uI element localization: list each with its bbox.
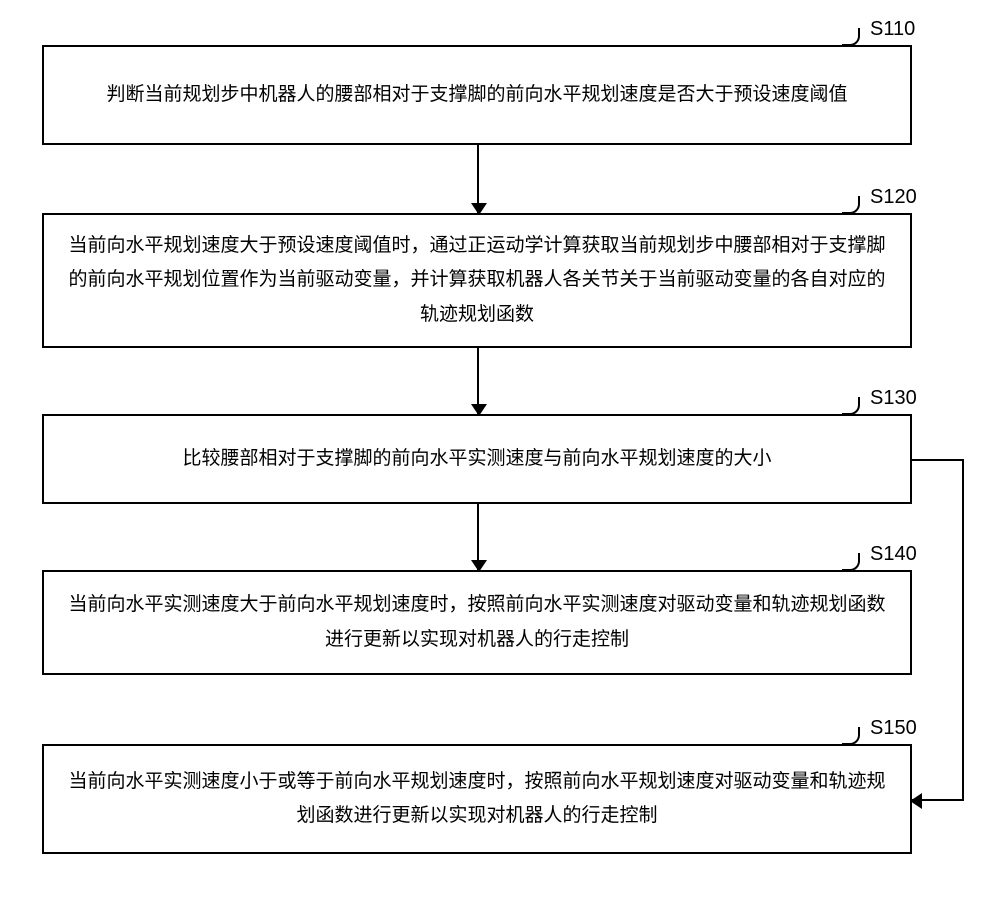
label-connector	[842, 727, 860, 745]
label-connector	[842, 397, 860, 415]
step-box-s110: 判断当前规划步中机器人的腰部相对于支撑脚的前向水平规划速度是否大于预设速度阈值	[42, 45, 912, 145]
step-label-s130: S130	[870, 387, 917, 410]
step-label-s120: S120	[870, 186, 917, 209]
label-connector	[842, 196, 860, 214]
arrow-s110-s120	[477, 145, 479, 213]
step-label-s110: S110	[870, 18, 915, 41]
step-text-s130: 比较腰部相对于支撑脚的前向水平实测速度与前向水平规划速度的大小	[182, 442, 771, 476]
flowchart-container: S110 判断当前规划步中机器人的腰部相对于支撑脚的前向水平规划速度是否大于预设…	[0, 0, 1000, 900]
step-label-s150: S150	[870, 717, 917, 740]
step-text-s140: 当前向水平实测速度大于前向水平规划速度时，按照前向水平实测速度对驱动变量和轨迹规…	[64, 588, 890, 656]
side-path-v	[962, 459, 964, 799]
label-connector	[842, 28, 860, 46]
arrow-s130-s140	[477, 504, 479, 570]
side-path-h1	[912, 459, 962, 461]
step-box-s120: 当前向水平规划速度大于预设速度阈值时，通过正运动学计算获取当前规划步中腰部相对于…	[42, 213, 912, 348]
step-text-s110: 判断当前规划步中机器人的腰部相对于支撑脚的前向水平规划速度是否大于预设速度阈值	[106, 78, 847, 112]
label-connector	[842, 553, 860, 571]
step-box-s150: 当前向水平实测速度小于或等于前向水平规划速度时，按照前向水平规划速度对驱动变量和…	[42, 744, 912, 854]
step-box-s140: 当前向水平实测速度大于前向水平规划速度时，按照前向水平实测速度对驱动变量和轨迹规…	[42, 570, 912, 675]
step-label-s140: S140	[870, 543, 917, 566]
arrow-s120-s130	[477, 348, 479, 414]
step-box-s130: 比较腰部相对于支撑脚的前向水平实测速度与前向水平规划速度的大小	[42, 414, 912, 504]
step-text-s120: 当前向水平规划速度大于预设速度阈值时，通过正运动学计算获取当前规划步中腰部相对于…	[64, 229, 890, 332]
step-text-s150: 当前向水平实测速度小于或等于前向水平规划速度时，按照前向水平规划速度对驱动变量和…	[64, 765, 890, 833]
